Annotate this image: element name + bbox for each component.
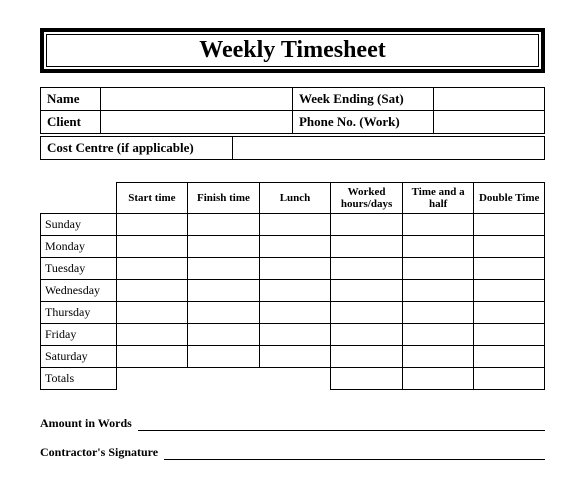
totals-cell[interactable] (331, 368, 403, 390)
grid-cell[interactable] (474, 302, 545, 324)
grid-row: Wednesday (41, 280, 545, 302)
grid-cell[interactable] (116, 302, 188, 324)
week-ending-label: Week Ending (Sat) (292, 88, 433, 111)
grid-cell[interactable] (331, 280, 403, 302)
totals-blank (259, 368, 331, 390)
phone-value[interactable] (434, 111, 545, 134)
grid-cell[interactable] (116, 324, 188, 346)
col-time-half: Time and a half (402, 183, 474, 214)
grid-cell[interactable] (331, 324, 403, 346)
grid-cell[interactable] (402, 236, 474, 258)
phone-label: Phone No. (Work) (292, 111, 433, 134)
hours-grid: Start time Finish time Lunch Worked hour… (40, 182, 545, 390)
grid-cell[interactable] (402, 324, 474, 346)
grid-cell[interactable] (116, 280, 188, 302)
grid-row: Friday (41, 324, 545, 346)
grid-corner-blank (41, 183, 117, 214)
col-double-time: Double Time (474, 183, 545, 214)
page-title: Weekly Timesheet (46, 34, 539, 67)
grid-cell[interactable] (188, 258, 260, 280)
client-label: Client (41, 111, 101, 134)
grid-cell[interactable] (331, 346, 403, 368)
timesheet-page: Weekly Timesheet Name Week Ending (Sat) … (0, 0, 585, 480)
cost-centre-row: Cost Centre (if applicable) (40, 136, 545, 160)
grid-cell[interactable] (474, 214, 545, 236)
signature-underline[interactable] (164, 446, 545, 460)
grid-cell[interactable] (259, 258, 331, 280)
grid-cell[interactable] (331, 302, 403, 324)
grid-row: Saturday (41, 346, 545, 368)
grid-cell[interactable] (474, 236, 545, 258)
signature-label: Contractor's Signature (40, 445, 164, 460)
grid-cell[interactable] (259, 236, 331, 258)
grid-cell[interactable] (402, 214, 474, 236)
name-label: Name (41, 88, 101, 111)
totals-cell[interactable] (474, 368, 545, 390)
grid-row: Sunday (41, 214, 545, 236)
grid-header-row: Start time Finish time Lunch Worked hour… (41, 183, 545, 214)
totals-blank (188, 368, 260, 390)
grid-cell[interactable] (116, 214, 188, 236)
grid-cell[interactable] (474, 280, 545, 302)
grid-cell[interactable] (331, 214, 403, 236)
day-label: Friday (41, 324, 117, 346)
grid-cell[interactable] (402, 346, 474, 368)
grid-cell[interactable] (116, 236, 188, 258)
day-label: Monday (41, 236, 117, 258)
grid-cell[interactable] (474, 324, 545, 346)
title-frame-outer: Weekly Timesheet (40, 28, 545, 73)
grid-cell[interactable] (474, 346, 545, 368)
day-label: Thursday (41, 302, 117, 324)
grid-row: Monday (41, 236, 545, 258)
grid-cell[interactable] (259, 214, 331, 236)
day-label: Tuesday (41, 258, 117, 280)
day-label: Saturday (41, 346, 117, 368)
grid-cell[interactable] (259, 280, 331, 302)
name-value[interactable] (101, 88, 293, 111)
grid-row: Thursday (41, 302, 545, 324)
totals-label: Totals (41, 368, 117, 390)
grid-cell[interactable] (188, 346, 260, 368)
grid-cell[interactable] (188, 302, 260, 324)
grid-cell[interactable] (474, 258, 545, 280)
amount-underline[interactable] (138, 417, 545, 431)
cost-centre-value[interactable] (232, 137, 544, 160)
info-table: Name Week Ending (Sat) Client Phone No. … (40, 87, 545, 134)
grid-cell[interactable] (259, 302, 331, 324)
day-label: Wednesday (41, 280, 117, 302)
grid-cell[interactable] (188, 214, 260, 236)
grid-cell[interactable] (331, 258, 403, 280)
signature-row: Contractor's Signature (40, 445, 545, 460)
totals-cell[interactable] (402, 368, 474, 390)
col-lunch: Lunch (259, 183, 331, 214)
info-row-1: Name Week Ending (Sat) (41, 88, 545, 111)
grid-cell[interactable] (188, 324, 260, 346)
day-label: Sunday (41, 214, 117, 236)
week-ending-value[interactable] (434, 88, 545, 111)
client-value[interactable] (101, 111, 293, 134)
grid-cell[interactable] (188, 236, 260, 258)
amount-in-words-row: Amount in Words (40, 416, 545, 431)
grid-cell[interactable] (259, 324, 331, 346)
grid-cell[interactable] (116, 346, 188, 368)
col-finish-time: Finish time (188, 183, 260, 214)
info-row-2: Client Phone No. (Work) (41, 111, 545, 134)
totals-row: Totals (41, 368, 545, 390)
grid-cell[interactable] (402, 258, 474, 280)
grid-cell[interactable] (259, 346, 331, 368)
grid-cell[interactable] (116, 258, 188, 280)
col-start-time: Start time (116, 183, 188, 214)
grid-cell[interactable] (188, 280, 260, 302)
amount-label: Amount in Words (40, 416, 138, 431)
grid-cell[interactable] (331, 236, 403, 258)
col-worked: Worked hours/days (331, 183, 403, 214)
cost-centre-label: Cost Centre (if applicable) (41, 137, 233, 160)
grid-cell[interactable] (402, 302, 474, 324)
totals-blank (116, 368, 188, 390)
grid-cell[interactable] (402, 280, 474, 302)
grid-row: Tuesday (41, 258, 545, 280)
